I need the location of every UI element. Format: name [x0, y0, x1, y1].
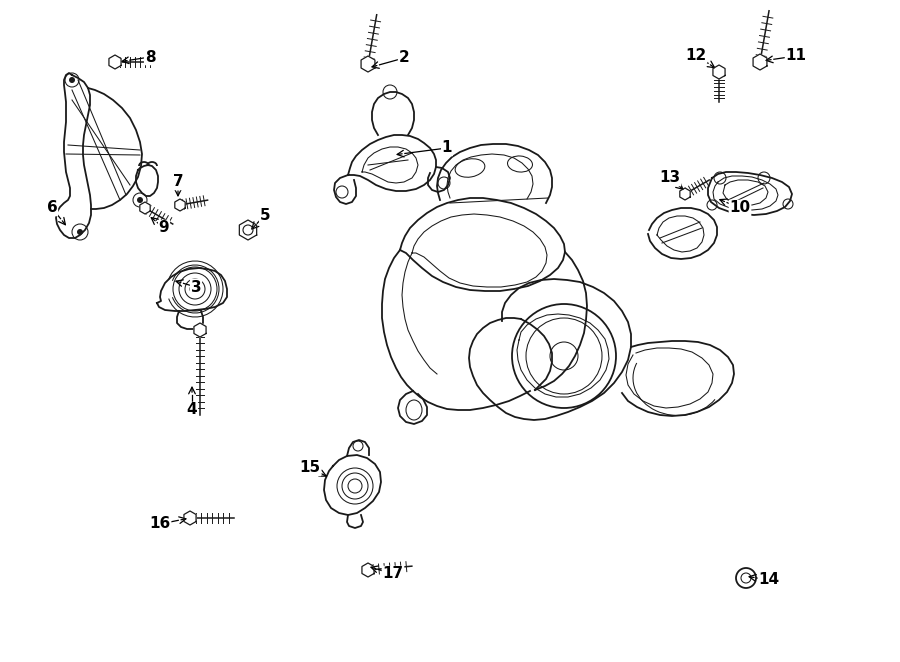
Polygon shape: [184, 511, 196, 525]
Polygon shape: [194, 323, 206, 337]
Text: 15: 15: [300, 461, 320, 475]
Text: 8: 8: [145, 50, 156, 64]
Polygon shape: [175, 199, 185, 211]
Text: 2: 2: [399, 50, 410, 66]
Polygon shape: [362, 563, 374, 577]
Text: 1: 1: [442, 140, 452, 156]
Polygon shape: [239, 220, 256, 240]
Text: 14: 14: [759, 573, 779, 587]
Text: 16: 16: [149, 516, 171, 532]
Text: 9: 9: [158, 220, 169, 236]
Text: 11: 11: [786, 48, 806, 64]
Circle shape: [137, 197, 143, 203]
Text: 7: 7: [173, 175, 184, 189]
Polygon shape: [680, 188, 690, 200]
Circle shape: [69, 77, 75, 83]
Polygon shape: [713, 65, 725, 79]
Circle shape: [77, 229, 83, 235]
Text: 13: 13: [660, 171, 680, 185]
Text: 4: 4: [186, 402, 197, 418]
Polygon shape: [361, 56, 375, 72]
Polygon shape: [109, 55, 122, 69]
Text: 12: 12: [686, 48, 706, 62]
Text: 6: 6: [47, 201, 58, 216]
Text: 3: 3: [191, 279, 202, 295]
Text: 17: 17: [382, 567, 403, 581]
Text: 10: 10: [729, 201, 751, 216]
Text: 5: 5: [260, 207, 270, 222]
Polygon shape: [753, 54, 767, 70]
Polygon shape: [140, 202, 150, 214]
